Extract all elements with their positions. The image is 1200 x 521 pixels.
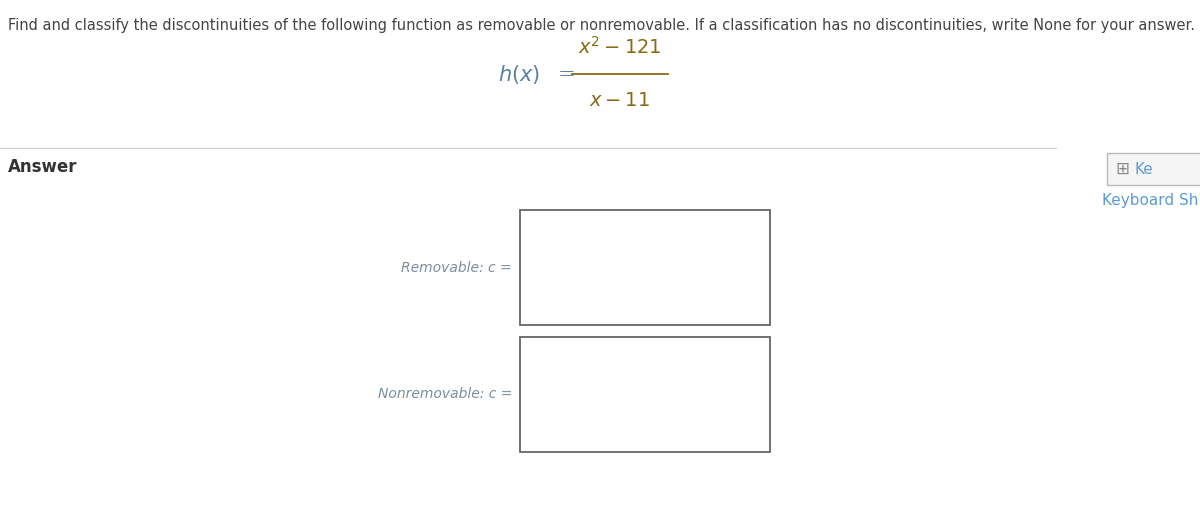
Text: Removable: c =: Removable: c = (401, 260, 512, 275)
Bar (1108, 153, 1200, 185)
Text: Answer: Answer (8, 158, 78, 176)
Text: Ke: Ke (1135, 162, 1153, 177)
Text: Nonremovable: c =: Nonremovable: c = (378, 388, 512, 402)
Bar (520, 210, 770, 325)
Bar (520, 337, 770, 452)
Text: $x^2 - 121$: $x^2 - 121$ (578, 36, 661, 58)
Text: $x - 11$: $x - 11$ (589, 92, 650, 110)
Text: Find and classify the discontinuities of the following function as removable or : Find and classify the discontinuities of… (8, 18, 1195, 33)
Text: $h(x)$: $h(x)$ (498, 63, 540, 85)
Text: ⊞: ⊞ (1115, 160, 1129, 178)
Text: =: = (558, 65, 576, 83)
Text: Keyboard Sh: Keyboard Sh (1102, 193, 1199, 208)
